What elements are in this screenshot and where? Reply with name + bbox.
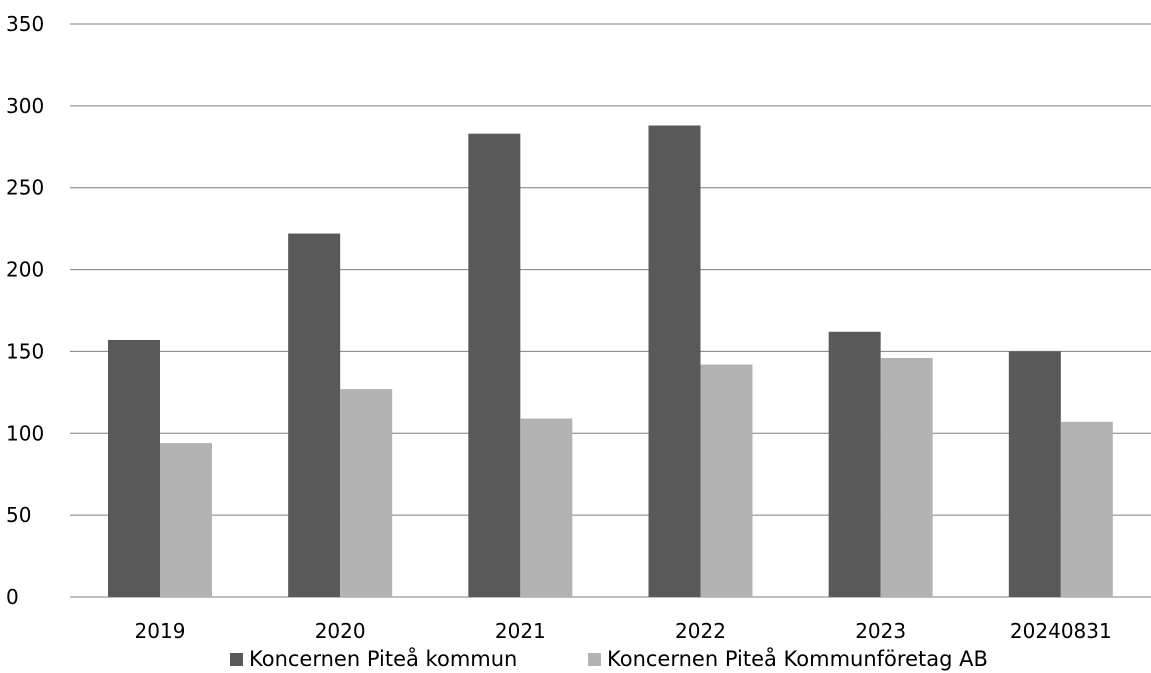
bars [108,125,1113,597]
x-tick-label: 2022 [675,619,726,643]
bar-series-2-20240831 [1060,421,1113,597]
bar-series-1-2020 [288,233,341,597]
bar-series-2-2019 [160,443,212,597]
legend-swatch [230,653,243,666]
y-tick-label: 150 [6,339,44,363]
bar-series-1-2019 [108,339,160,597]
y-tick-label: 0 [6,585,19,609]
bar-series-1-2022 [648,125,701,597]
x-axis-tick-labels: 2019 2020 2021 2022 2023 20240831 [135,619,1112,643]
bar-series-1-2023 [828,331,881,597]
bar-series-1-2021 [468,133,521,597]
gridlines [70,23,1151,598]
legend-label: Koncernen Piteå kommun [249,646,517,671]
bar-series-2-2023 [880,357,933,597]
bar-series-2-2020 [340,389,393,597]
legend: Koncernen Piteå kommun Koncernen Piteå Ko… [230,646,988,671]
y-tick-label: 200 [6,258,44,282]
x-tick-label: 20240831 [1010,619,1112,643]
legend-swatch [588,653,601,666]
y-tick-label: 300 [6,94,44,118]
y-tick-label: 50 [6,503,31,527]
x-tick-label: 2021 [495,619,546,643]
bar-series-1-20240831 [1008,351,1061,597]
x-tick-label: 2023 [855,619,906,643]
legend-label: Koncernen Piteå Kommunföretag AB [607,646,988,671]
y-axis-tick-labels: 0 50 100 150 200 250 300 350 [6,12,44,609]
y-tick-label: 100 [6,421,44,445]
x-tick-label: 2020 [315,619,366,643]
bar-series-2-2021 [520,418,573,597]
bar-series-2-2022 [700,364,753,597]
x-tick-label: 2019 [135,619,186,643]
y-tick-label: 250 [6,176,44,200]
y-tick-label: 350 [6,12,44,36]
